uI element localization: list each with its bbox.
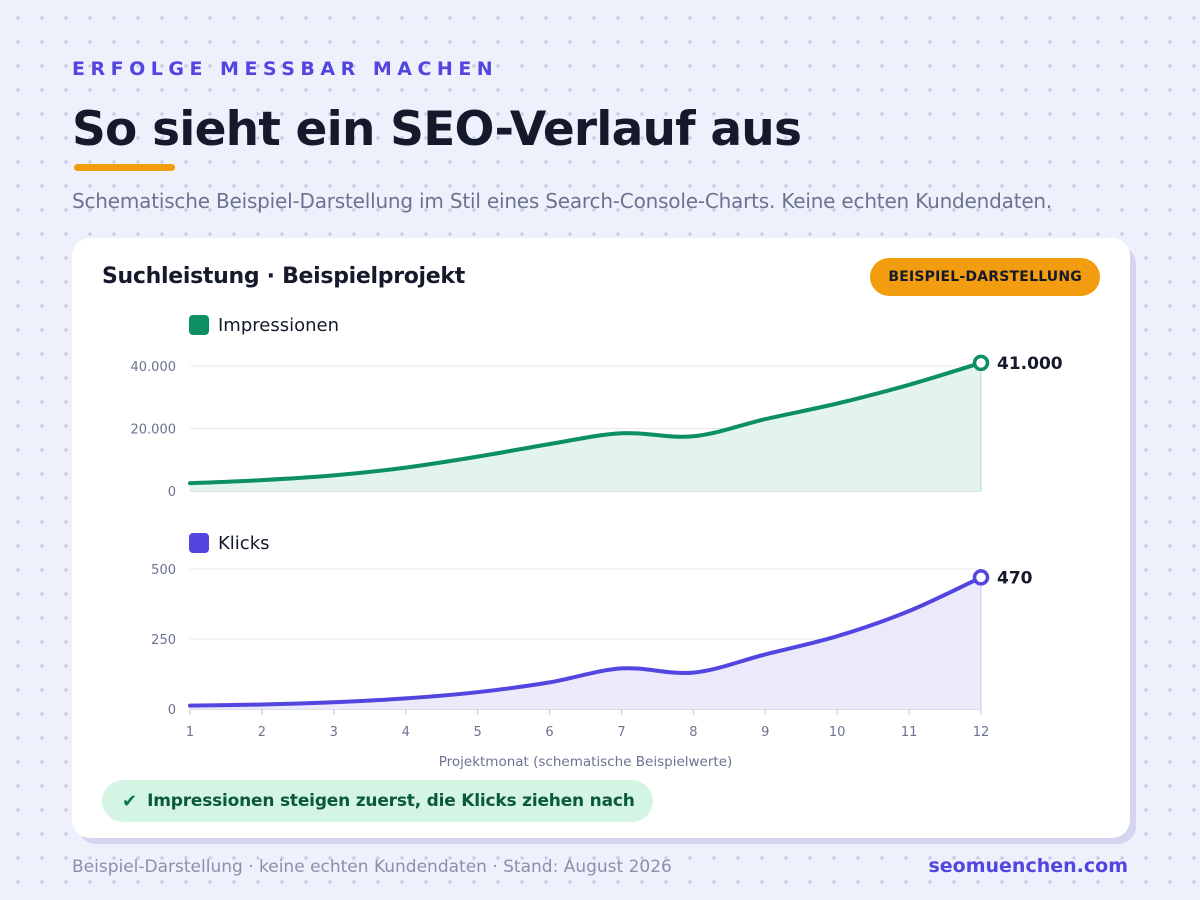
x-axis-title: Projektmonat (schematische Beispielwerte… [439,754,733,770]
clicks-point [188,704,192,708]
impressions-point [548,442,552,446]
impressions-point [763,417,767,421]
card-title: Suchleistung · Beispielprojekt [102,264,465,289]
insight-text: Impressionen steigen zuerst, die Klicks … [147,791,635,811]
x-tick-label: 11 [901,725,918,740]
impressions-point [476,455,480,459]
impressions-point [332,473,336,477]
impressions-point [907,383,911,387]
clicks-area [190,577,981,709]
clicks-point [404,696,408,700]
x-tick-label: 7 [617,725,625,740]
clicks-point [691,671,695,675]
x-tick-label: 4 [402,725,410,740]
chart-card: Suchleistung · Beispielprojekt BEISPIEL-… [72,238,1130,838]
x-tick-label: 9 [761,725,769,740]
x-tick-label: 6 [545,725,553,740]
clicks-point [476,690,480,694]
impressions-legend-swatch [189,315,209,335]
clicks-legend-swatch [189,533,209,553]
clicks-y-tick-label: 0 [168,703,176,718]
footer-disclaimer: Beispiel-Darstellung · keine echten Kund… [72,857,672,877]
clicks-y-tick-label: 500 [151,563,176,578]
clicks-point [619,666,623,670]
x-tick-label: 1 [186,725,194,740]
impressions-area [190,362,981,491]
footer-domain-link[interactable]: seomuenchen.com [928,855,1128,877]
clicks-point [260,703,264,707]
x-tick-label: 5 [473,725,481,740]
impressions-y-tick-label: 0 [168,485,176,500]
x-tick-label: 8 [689,725,697,740]
page-subtitle: Schematische Beispiel-Darstellung im Sti… [72,189,1053,213]
impressions-point [188,481,192,485]
clicks-line [188,575,983,708]
clicks-y-tick-label: 250 [151,633,176,648]
impressions-line [188,360,983,486]
insight-pill: ✔ Impressionen steigen zuerst, die Klick… [102,780,653,822]
clicks-end-marker [972,569,990,586]
page-title: So sieht ein SEO-Verlauf aus [72,102,802,157]
impressions-point [404,466,408,470]
impressions-y-tick-label: 40.000 [131,360,177,375]
title-underline [74,164,175,171]
check-icon: ✔ [122,790,138,812]
clicks-legend-label: Klicks [218,533,270,554]
impressions-legend-label: Impressionen [218,315,339,336]
x-tick-label: 2 [258,725,266,740]
impressions-end-marker [972,354,990,372]
example-badge: BEISPIEL-DARSTELLUNG [870,258,1100,296]
clicks-end-value-label: 470 [997,568,1033,588]
clicks-point [332,700,336,704]
clicks-point [835,634,839,638]
x-tick-label: 12 [973,725,990,740]
clicks-point [763,652,767,656]
clicks-point [907,609,911,613]
x-tick-label: 10 [829,725,846,740]
impressions-y-tick-label: 20.000 [131,423,177,438]
clicks-point [548,680,552,684]
eyebrow-label: ERFOLGE MESSBAR MACHEN [72,58,499,80]
impressions-point [835,402,839,406]
x-tick-label: 3 [330,725,338,740]
impressions-point [619,431,623,435]
impressions-point [691,434,695,438]
impressions-point [260,478,264,482]
impressions-end-value-label: 41.000 [997,354,1063,374]
